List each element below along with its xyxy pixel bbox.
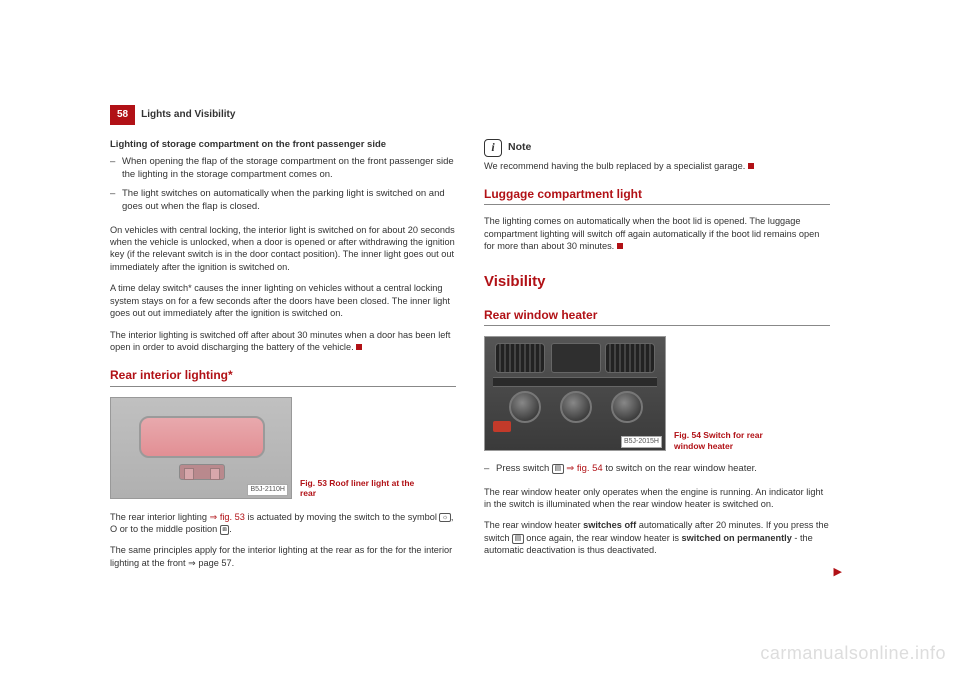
visibility-title: Visibility <box>484 272 830 292</box>
watermark: carmanualsonline.info <box>760 641 946 665</box>
figure-53: B5J-2110H Fig. 53 Roof liner light at th… <box>110 397 456 499</box>
note-header: i Note <box>484 139 830 157</box>
note-text: We recommend having the bulb replaced by… <box>484 160 830 172</box>
text: . <box>229 524 232 534</box>
figure-ref: ⇒ fig. 54 <box>564 463 603 474</box>
vent-icon <box>495 343 545 373</box>
knob-icon <box>560 391 592 423</box>
list-item: The light switches on automatically when… <box>110 188 456 214</box>
end-marker-icon <box>748 163 754 169</box>
list-item: Press switch ▤ ⇒ fig. 54 to switch on th… <box>484 463 830 476</box>
bold-text: switches off <box>583 520 636 530</box>
list-item: When opening the flap of the storage com… <box>110 156 456 182</box>
knob-icon <box>611 391 643 423</box>
figure-53-image: B5J-2110H <box>110 397 292 499</box>
right-column: i Note We recommend having the bulb repl… <box>484 139 830 579</box>
divider <box>110 386 456 387</box>
section-header: Lights and Visibility <box>141 108 235 122</box>
hazard-button-icon <box>493 421 511 432</box>
storage-heading: Lighting of storage compartment on the f… <box>110 139 456 152</box>
paragraph-text: The interior lighting is switched off af… <box>110 330 450 352</box>
lamp-on-icon: ☼ <box>439 513 450 523</box>
figure-54-caption: Fig. 54 Switch for rear window heater <box>674 430 789 450</box>
rear-heater-icon: ▤ <box>512 534 524 544</box>
figure-54: B5J-2015H Fig. 54 Switch for rear window… <box>484 336 830 451</box>
two-column-layout: Lighting of storage compartment on the f… <box>110 139 830 579</box>
paragraph: The rear window heater switches off auto… <box>484 519 830 556</box>
text: to switch on the rear window heater. <box>603 463 757 474</box>
paragraph: A time delay switch* causes the inner li… <box>110 282 456 319</box>
vent-icon <box>605 343 655 373</box>
lamp-switch-icon <box>179 464 225 480</box>
heater-instruction: Press switch ▤ ⇒ fig. 54 to switch on th… <box>484 463 830 476</box>
divider <box>484 325 830 326</box>
paragraph: The rear interior lighting ⇒ fig. 53 is … <box>110 511 456 536</box>
text: The rear interior lighting <box>110 512 210 522</box>
image-code: B5J-2015H <box>621 436 662 447</box>
bold-text: switched on permanently <box>682 533 792 543</box>
text: The lighting comes on automatically when… <box>484 216 819 251</box>
knob-icon <box>509 391 541 423</box>
continue-arrow-icon: ▶ <box>834 565 842 580</box>
end-marker-icon <box>617 243 623 249</box>
storage-bullets: When opening the flap of the storage com… <box>110 156 456 213</box>
figure-53-caption: Fig. 53 Roof liner light at the rear <box>300 478 415 498</box>
note-label: Note <box>508 140 531 154</box>
info-icon: i <box>484 139 502 157</box>
paragraph: On vehicles with central locking, the in… <box>110 224 456 274</box>
paragraph: The interior lighting is switched off af… <box>110 329 456 354</box>
luggage-title: Luggage compartment light <box>484 186 830 202</box>
lamp-lens-icon <box>139 416 265 458</box>
page-number: 58 <box>110 105 135 125</box>
center-panel-icon <box>551 343 601 373</box>
end-marker-icon <box>356 344 362 350</box>
text: once again, the rear window heater is <box>524 533 682 543</box>
text: We recommend having the bulb replaced by… <box>484 161 745 171</box>
rear-interior-title: Rear interior lighting* <box>110 367 456 383</box>
rear-heater-icon: ▤ <box>552 464 564 474</box>
rear-heater-title: Rear window heater <box>484 307 830 323</box>
paragraph: The rear window heater only operates whe… <box>484 486 830 511</box>
button-strip-icon <box>493 377 657 387</box>
image-code: B5J-2110H <box>247 484 288 495</box>
luggage-text: The lighting comes on automatically when… <box>484 215 830 252</box>
text: is actuated by moving the switch to the … <box>245 512 440 522</box>
door-contact-icon: ⧈ <box>220 525 229 535</box>
manual-page: 58 Lights and Visibility Lighting of sto… <box>110 105 830 578</box>
divider <box>484 204 830 205</box>
figure-ref: ⇒ fig. 53 <box>210 512 245 522</box>
paragraph: The same principles apply for the interi… <box>110 544 456 569</box>
text: Press switch <box>496 463 552 474</box>
page-header: 58 Lights and Visibility <box>110 105 830 125</box>
text: The rear window heater <box>484 520 583 530</box>
figure-54-image: B5J-2015H <box>484 336 666 451</box>
left-column: Lighting of storage compartment on the f… <box>110 139 456 579</box>
